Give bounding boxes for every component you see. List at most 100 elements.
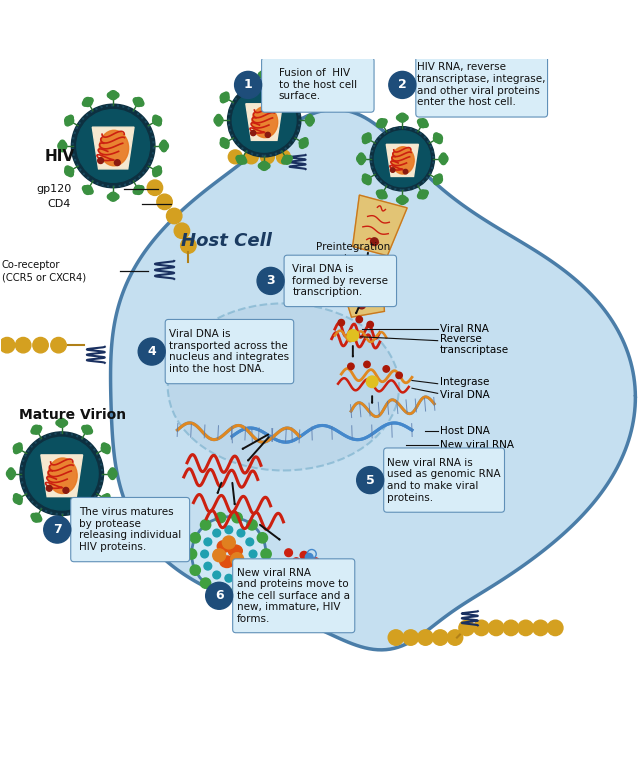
- Circle shape: [82, 513, 91, 522]
- Circle shape: [88, 428, 93, 434]
- Text: 2: 2: [398, 78, 407, 91]
- Circle shape: [147, 180, 163, 196]
- Ellipse shape: [168, 304, 399, 470]
- Circle shape: [220, 93, 229, 102]
- Circle shape: [115, 160, 120, 166]
- Circle shape: [222, 95, 227, 100]
- Circle shape: [307, 114, 312, 119]
- Circle shape: [441, 160, 446, 164]
- Circle shape: [44, 516, 71, 543]
- Circle shape: [213, 549, 225, 562]
- Text: 1: 1: [243, 78, 252, 91]
- Circle shape: [223, 92, 229, 97]
- Circle shape: [290, 565, 298, 572]
- Circle shape: [64, 167, 73, 176]
- Circle shape: [31, 428, 36, 434]
- Circle shape: [389, 72, 416, 98]
- Circle shape: [108, 470, 117, 478]
- Circle shape: [114, 93, 119, 97]
- Circle shape: [366, 180, 371, 185]
- Circle shape: [236, 80, 241, 85]
- Circle shape: [204, 538, 212, 546]
- Ellipse shape: [99, 130, 129, 166]
- Circle shape: [287, 155, 292, 161]
- Circle shape: [174, 223, 189, 238]
- Circle shape: [200, 520, 211, 530]
- Circle shape: [441, 153, 446, 158]
- Circle shape: [66, 118, 71, 123]
- Circle shape: [88, 514, 93, 518]
- Circle shape: [265, 72, 270, 77]
- Circle shape: [216, 114, 221, 119]
- Text: New viral RNA: New viral RNA: [440, 440, 514, 450]
- Text: Host Cell: Host Cell: [180, 231, 272, 250]
- Circle shape: [46, 486, 52, 491]
- Circle shape: [370, 126, 435, 191]
- Text: Viral DNA: Viral DNA: [440, 390, 489, 400]
- Circle shape: [312, 558, 319, 565]
- Circle shape: [14, 495, 23, 504]
- Circle shape: [109, 193, 118, 201]
- Circle shape: [403, 630, 419, 645]
- FancyBboxPatch shape: [166, 320, 294, 384]
- Text: Viral DNA is
formed by reverse
transcription.: Viral DNA is formed by reverse transcrip…: [292, 264, 388, 298]
- Circle shape: [8, 471, 14, 476]
- Circle shape: [398, 113, 407, 123]
- Circle shape: [134, 97, 143, 107]
- Circle shape: [423, 123, 428, 127]
- Text: Viral RNA: Viral RNA: [440, 324, 488, 334]
- Circle shape: [157, 194, 173, 209]
- Circle shape: [33, 337, 48, 353]
- Circle shape: [153, 171, 158, 177]
- Circle shape: [63, 488, 69, 493]
- Circle shape: [136, 187, 141, 193]
- Circle shape: [88, 189, 93, 194]
- Circle shape: [237, 155, 246, 164]
- Circle shape: [403, 115, 408, 120]
- Circle shape: [110, 474, 115, 479]
- Polygon shape: [386, 145, 419, 177]
- Circle shape: [400, 115, 405, 120]
- Circle shape: [435, 177, 440, 182]
- Circle shape: [285, 158, 290, 162]
- Circle shape: [299, 143, 305, 148]
- Circle shape: [60, 147, 65, 151]
- Polygon shape: [111, 110, 636, 650]
- Circle shape: [376, 123, 381, 127]
- Circle shape: [298, 562, 305, 569]
- Circle shape: [370, 238, 378, 246]
- Circle shape: [303, 97, 308, 103]
- FancyBboxPatch shape: [284, 255, 397, 307]
- Circle shape: [383, 366, 390, 372]
- Circle shape: [283, 76, 292, 85]
- Circle shape: [257, 533, 267, 543]
- Circle shape: [162, 140, 167, 145]
- Circle shape: [473, 620, 489, 635]
- Circle shape: [200, 578, 211, 588]
- Circle shape: [102, 499, 107, 505]
- Circle shape: [14, 448, 19, 454]
- Circle shape: [363, 139, 368, 144]
- Circle shape: [138, 101, 144, 106]
- Circle shape: [153, 115, 158, 120]
- Circle shape: [66, 169, 71, 174]
- Circle shape: [220, 138, 225, 143]
- Circle shape: [232, 585, 242, 596]
- Circle shape: [376, 190, 381, 196]
- Circle shape: [103, 446, 108, 451]
- Circle shape: [364, 177, 369, 182]
- Circle shape: [300, 552, 308, 559]
- Circle shape: [57, 419, 66, 428]
- Circle shape: [251, 130, 256, 135]
- Circle shape: [65, 166, 70, 171]
- Circle shape: [15, 446, 21, 451]
- Text: New viral RNA
and proteins move to
the cell surface and a
new, immature, HIV
for: New viral RNA and proteins move to the c…: [237, 568, 350, 624]
- Circle shape: [437, 174, 442, 179]
- Circle shape: [382, 119, 387, 124]
- FancyBboxPatch shape: [261, 58, 374, 112]
- Circle shape: [216, 118, 221, 123]
- Circle shape: [8, 468, 14, 473]
- Circle shape: [138, 186, 144, 191]
- Circle shape: [236, 155, 241, 161]
- Text: Mature Virion: Mature Virion: [19, 408, 126, 422]
